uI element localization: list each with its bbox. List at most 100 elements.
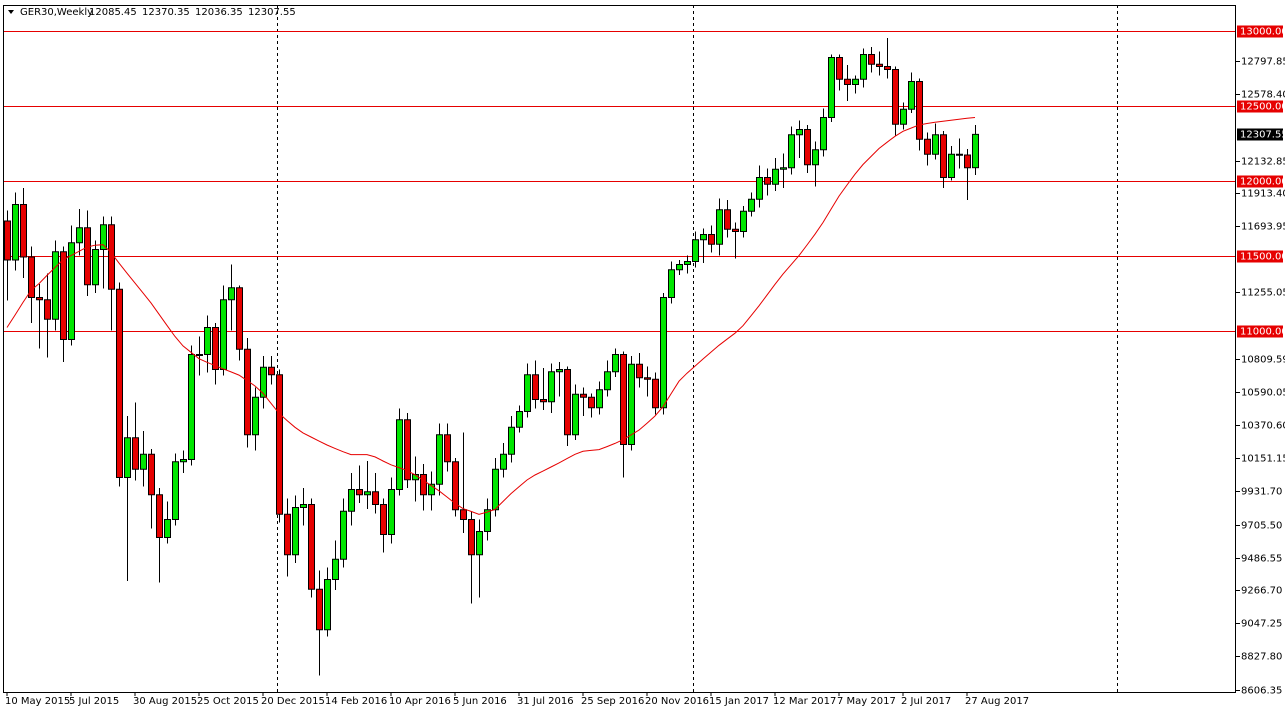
moving-average (6, 117, 976, 515)
candle-body (284, 513, 291, 556)
candle-body (876, 63, 883, 67)
x-tick-label: 14 Feb 2016 (325, 696, 387, 707)
candle-body (404, 419, 411, 481)
candle-body (364, 491, 371, 496)
candle-body (516, 411, 523, 428)
y-tick-label: 12797.85 (1241, 57, 1285, 68)
candle-body (236, 287, 243, 350)
x-tick-label: 30 Aug 2015 (133, 696, 197, 707)
level-label: 11500.00 (1240, 252, 1285, 263)
candle-body (652, 378, 659, 409)
level-label: 11000.00 (1240, 327, 1285, 338)
candle-body (924, 138, 931, 155)
candle-body (244, 348, 251, 436)
candle-body (324, 579, 331, 631)
candle-body (500, 453, 507, 470)
candle-body (788, 134, 795, 169)
y-tick-label: 9266.70 (1241, 586, 1282, 597)
candle-body (708, 234, 715, 245)
candle-body (460, 509, 467, 520)
candle-body (860, 54, 867, 80)
candle-body (636, 363, 643, 379)
y-tick-label: 9486.55 (1241, 554, 1282, 565)
dropdown-icon (8, 10, 14, 14)
candle-body (428, 483, 435, 496)
level-label-box (1237, 325, 1283, 338)
candle-body (668, 269, 675, 298)
x-tick-label: 20 Nov 2016 (645, 696, 709, 707)
candle-body (900, 108, 907, 125)
candle-body (540, 399, 547, 403)
level-label-box (1237, 250, 1283, 263)
candle-body (316, 588, 323, 631)
candle-body (700, 234, 707, 241)
candle-body (868, 54, 875, 65)
x-tick-label: 2 Jul 2017 (901, 696, 951, 707)
price-tag: 12307.55 (1240, 130, 1285, 141)
candle-body (260, 366, 267, 398)
candle-body (644, 377, 651, 380)
candle-body (188, 354, 195, 460)
candle-body (12, 204, 19, 261)
candle-body (332, 558, 339, 580)
candle-body (388, 489, 395, 535)
candle-body (108, 224, 115, 290)
candle-body (964, 154, 971, 169)
candle-body (508, 426, 515, 455)
candle-body (916, 81, 923, 140)
candle-body (804, 129, 811, 166)
header-low: 12036.35 (195, 7, 243, 18)
y-tick-label: 9931.70 (1241, 487, 1282, 498)
candle-body (596, 389, 603, 409)
candle-body (884, 66, 891, 70)
candle-body (716, 209, 723, 245)
candle-body (172, 461, 179, 520)
x-tick-label: 5 Jul 2015 (69, 696, 119, 707)
candle-body (556, 369, 563, 373)
candle-body (52, 251, 59, 320)
candle-body (468, 519, 475, 556)
candle-body (356, 489, 363, 496)
candle-body (220, 299, 227, 370)
candle-body (300, 504, 307, 508)
x-tick-label: 15 Jan 2017 (709, 696, 769, 707)
x-tick-label: 10 May 2015 (5, 696, 70, 707)
candle-body (116, 288, 123, 478)
candle-body (68, 242, 75, 340)
candle-body (444, 434, 451, 463)
candle-body (276, 374, 283, 515)
candle-body (196, 354, 203, 356)
x-tick-label: 25 Oct 2015 (197, 696, 259, 707)
y-tick-label: 10590.05 (1241, 388, 1285, 399)
candle-body (692, 239, 699, 262)
y-tick-label: 12132.85 (1241, 157, 1285, 168)
candle-body (852, 78, 859, 85)
y-tick-label: 8606.35 (1241, 686, 1282, 697)
y-tick-label: 12578.40 (1241, 90, 1285, 101)
header-open: 12085.45 (89, 7, 137, 18)
candle-body (164, 519, 171, 538)
level-label-box (1237, 100, 1283, 113)
candle-body (932, 134, 939, 155)
level-label-box (1237, 175, 1283, 188)
candle-body (564, 369, 571, 436)
candle-body (748, 198, 755, 212)
candle-body (756, 177, 763, 200)
candle-body (764, 177, 771, 185)
candle-body (228, 287, 235, 301)
header-high: 12370.35 (142, 7, 190, 18)
candles (4, 38, 979, 676)
candle-body (156, 494, 163, 538)
y-tick-label: 8827.80 (1241, 652, 1282, 663)
x-tick-label: 20 Dec 2015 (261, 696, 325, 707)
level-label-box (1237, 25, 1283, 38)
candle-body (820, 117, 827, 151)
candle-body (724, 209, 731, 230)
x-tick-label: 25 Sep 2016 (581, 696, 644, 707)
y-tick-label: 10370.60 (1241, 421, 1285, 432)
candle-body (476, 531, 483, 556)
candle-body (580, 393, 587, 398)
candle-body (740, 210, 747, 232)
y-tick-label: 10809.59 (1241, 355, 1285, 366)
